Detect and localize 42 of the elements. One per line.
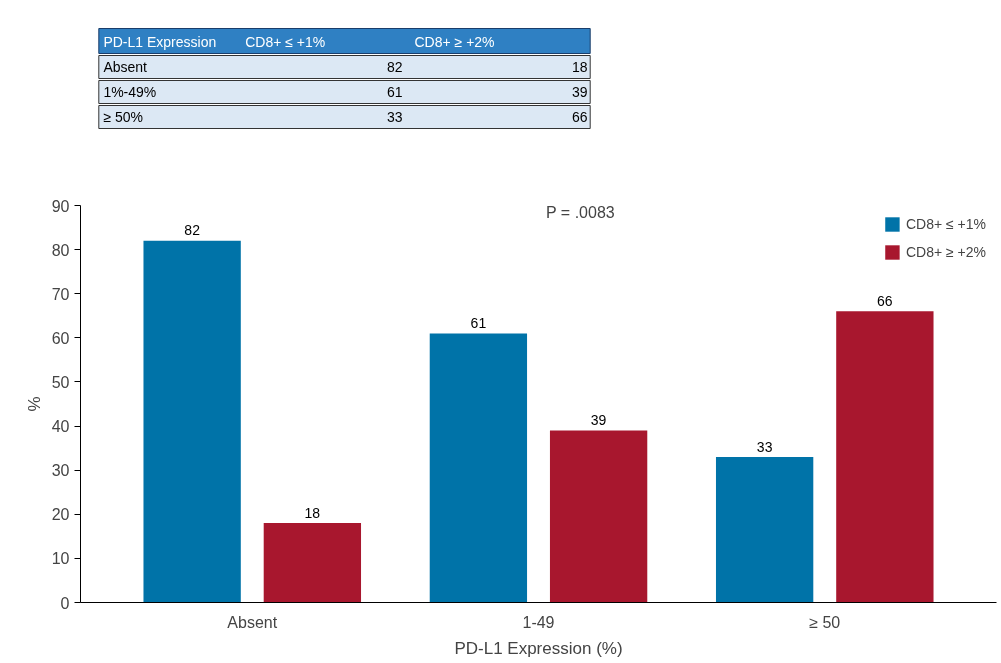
y-tick-label: 90 — [51, 197, 70, 215]
y-tick-label: 50 — [51, 373, 70, 391]
y-tick-label: 10 — [51, 550, 70, 568]
legend-label: CD8+ ≥ +2% — [905, 244, 986, 260]
data-label: 61 — [470, 315, 487, 332]
y-axis-title: % — [24, 396, 44, 412]
y-tick-label: 80 — [51, 241, 70, 259]
data-label: 33 — [756, 438, 773, 455]
data-label: 66 — [877, 293, 893, 310]
legend-label: CD8+ ≤ +1% — [905, 216, 986, 232]
bar — [549, 430, 648, 603]
x-tick-label: 1-49 — [522, 613, 555, 631]
text: CD8+ ≤ +1% — [245, 33, 326, 50]
x-tick-label: Absent — [227, 613, 278, 631]
annotation: P = .0083 — [546, 204, 615, 221]
x-axis-title: PD-L1 Expression (%) — [454, 638, 623, 658]
text: 39 — [571, 84, 588, 100]
text: Absent — [103, 59, 148, 75]
y-tick-label: 30 — [51, 462, 70, 480]
text: 33 — [387, 109, 403, 125]
text: PD-L1 Expression — [103, 33, 217, 50]
text: CD8+ ≥ +2% — [414, 33, 495, 50]
y-tick-label: 20 — [51, 506, 70, 524]
text: 82 — [387, 59, 403, 75]
x-tick-label: ≥ 50 — [809, 613, 841, 631]
bar — [263, 523, 362, 603]
data-label: 39 — [590, 412, 607, 429]
y-tick-label: 60 — [51, 329, 70, 347]
text: 18 — [571, 59, 588, 75]
bar — [836, 311, 934, 603]
bar — [715, 456, 814, 603]
y-tick-label: 70 — [51, 285, 70, 303]
y-tick-label: 40 — [51, 418, 70, 436]
text: 61 — [387, 84, 403, 100]
text: 66 — [571, 109, 588, 125]
bar — [429, 333, 528, 603]
data-label: 18 — [304, 504, 321, 521]
data-label: 82 — [184, 222, 201, 239]
text: 1%-49% — [103, 84, 157, 100]
y-tick-label: 0 — [60, 594, 70, 612]
text: ≥ 50% — [103, 109, 143, 125]
bar — [143, 240, 241, 603]
